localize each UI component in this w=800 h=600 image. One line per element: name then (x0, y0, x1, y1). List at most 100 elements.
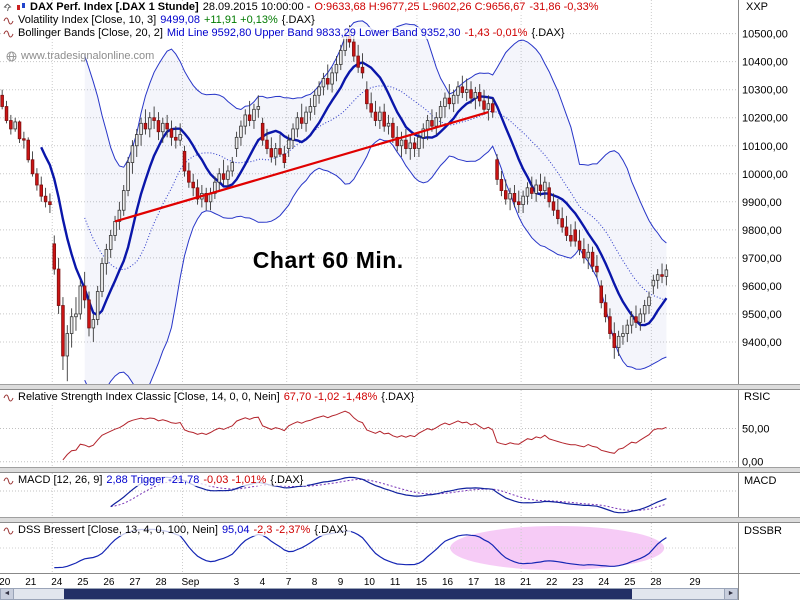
svg-text:10: 10 (364, 577, 376, 588)
instrument-title: DAX Perf. Index [.DAX 1 Stunde] (30, 1, 199, 13)
svg-text:11: 11 (390, 577, 401, 588)
quote-ohlc: O:9633,68 H:9677,25 L:9602,26 C:9656,67 (314, 1, 526, 13)
svg-text:9600,00: 9600,00 (742, 281, 782, 293)
wave-icon (3, 393, 14, 402)
svg-text:21: 21 (520, 577, 532, 588)
indicator-name: DSS Bressert [Close, 13, 4, 0, 100, Nein… (18, 524, 218, 536)
svg-text:25: 25 (77, 577, 89, 588)
svg-text:8: 8 (312, 577, 318, 588)
indicator-symbol: {.DAX} (381, 391, 415, 403)
pin-icon[interactable] (3, 3, 12, 12)
watermark: www.tradesignalonline.com (6, 50, 154, 62)
indicator-value: 9499,08 (160, 14, 200, 26)
svg-text:27: 27 (129, 577, 141, 588)
svg-text:22: 22 (546, 577, 558, 588)
indicator-change: -0,03 -1,01% (203, 474, 267, 486)
scrollbar-thumb[interactable] (63, 589, 632, 599)
indicator-value: Mid Line 9592,80 Upper Band 9833,29 Lowe… (166, 27, 461, 39)
indicator-symbol: {.DAX} (531, 27, 565, 39)
dss-panel[interactable]: DSS Bressert [Close, 13, 4, 0, 100, Nein… (0, 523, 738, 573)
rsi-panel[interactable]: Relative Strength Index Classic [Close, … (0, 390, 738, 467)
price-panel[interactable]: DAX Perf. Index [.DAX 1 Stunde] 28.09.20… (0, 0, 738, 384)
svg-text:0,00: 0,00 (742, 457, 763, 469)
svg-text:16: 16 (442, 577, 454, 588)
svg-text:9900,00: 9900,00 (742, 197, 782, 209)
indicator-symbol: {.DAX} (314, 524, 348, 536)
scroll-right-button[interactable]: ► (724, 589, 737, 599)
indicator-value: 95,04 (221, 524, 250, 536)
price-chart-canvas[interactable] (0, 0, 738, 384)
svg-text:25: 25 (624, 577, 636, 588)
wave-icon (3, 476, 14, 485)
svg-text:4: 4 (260, 577, 266, 588)
panel-splitter[interactable] (0, 384, 800, 390)
svg-text:9: 9 (338, 577, 344, 588)
indicator-change: +11,91 +0,13% (203, 14, 278, 26)
indicator-symbol: {.DAX} (281, 14, 315, 26)
scrollbar-track[interactable] (14, 589, 724, 599)
indicator-change: 67,70 -1,02 -1,48% (283, 391, 378, 403)
wave-icon (3, 16, 14, 25)
panel-splitter[interactable] (0, 517, 800, 523)
svg-text:10400,00: 10400,00 (742, 57, 788, 69)
svg-text:9800,00: 9800,00 (742, 225, 782, 237)
indicator-value: 2,88 Trigger -21,78 (106, 474, 200, 486)
watermark-text: www.tradesignalonline.com (21, 50, 155, 62)
indicator-symbol: {.DAX} (270, 474, 304, 486)
svg-text:24: 24 (51, 577, 63, 588)
indicator-name: Relative Strength Index Classic [Close, … (18, 391, 280, 403)
svg-text:28: 28 (650, 577, 662, 588)
macd-panel[interactable]: MACD [12, 26, 9] 2,88 Trigger -21,78 -0,… (0, 473, 738, 517)
svg-text:29: 29 (689, 577, 701, 588)
svg-text:21: 21 (25, 577, 37, 588)
svg-text:Sep: Sep (182, 577, 200, 588)
svg-text:9400,00: 9400,00 (742, 337, 782, 349)
svg-text:9700,00: 9700,00 (742, 253, 782, 265)
svg-text:24: 24 (598, 577, 610, 588)
panel-splitter[interactable] (0, 467, 800, 473)
globe-icon (6, 51, 17, 62)
svg-text:23: 23 (572, 577, 584, 588)
svg-text:10500,00: 10500,00 (742, 29, 788, 41)
svg-text:MACD: MACD (744, 475, 776, 487)
value-axis-labels: XXP 10500,00 10400,00 10300,00 10200,00 10100… (738, 0, 800, 600)
svg-text:7: 7 (286, 577, 292, 588)
rsi-header: Relative Strength Index Classic [Close, … (3, 391, 419, 403)
wave-icon (3, 29, 14, 38)
svg-text:20: 20 (0, 577, 11, 588)
candlestick-chart-icon (16, 2, 26, 12)
svg-text:18: 18 (494, 577, 506, 588)
svg-text:17: 17 (468, 577, 480, 588)
svg-text:10100,00: 10100,00 (742, 141, 788, 153)
time-axis[interactable]: 20 21 24 25 26 27 28 Sep 3 4 7 8 9 10 11 15 16 17 18 21 22 23… (0, 573, 738, 588)
svg-text:10000,00: 10000,00 (742, 169, 788, 181)
wave-icon (3, 526, 14, 535)
macd-header: MACD [12, 26, 9] 2,88 Trigger -21,78 -0,… (3, 474, 308, 486)
indicator-name: Bollinger Bands [Close, 20, 2] (18, 27, 163, 39)
dss-header: DSS Bressert [Close, 13, 4, 0, 100, Nein… (3, 524, 352, 536)
price-panel-header: DAX Perf. Index [.DAX 1 Stunde] 28.09.20… (3, 1, 603, 13)
svg-text:10300,00: 10300,00 (742, 85, 788, 97)
svg-text:10200,00: 10200,00 (742, 113, 788, 125)
macd-chart-canvas[interactable] (0, 473, 738, 517)
svg-text:DSSBR: DSSBR (744, 525, 782, 537)
svg-text:50,00: 50,00 (742, 424, 770, 436)
svg-text:RSIC: RSIC (744, 391, 770, 403)
quote-change: -31,86 -0,33% (529, 1, 599, 13)
svg-text:3: 3 (234, 577, 240, 588)
indicator-change: -2,3 -2,37% (253, 524, 311, 536)
svg-text:9500,00: 9500,00 (742, 309, 782, 321)
horizontal-scrollbar[interactable]: ◄ ► (0, 588, 738, 600)
bollinger-header: Bollinger Bands [Close, 20, 2] Mid Line … (3, 27, 569, 39)
bar-timestamp: 28.09.2015 10:00:00 - (202, 1, 311, 13)
volatility-index-header: Volatility Index [Close, 10, 3] 9499,08 … (3, 14, 319, 26)
svg-text:26: 26 (103, 577, 115, 588)
svg-text:15: 15 (416, 577, 428, 588)
indicator-change: -1,43 -0,01% (464, 27, 528, 39)
scroll-left-button[interactable]: ◄ (1, 589, 14, 599)
indicator-name: MACD [12, 26, 9] (18, 474, 103, 486)
chart-annotation[interactable]: Chart 60 Min. (252, 246, 404, 273)
value-axis-column[interactable]: XXP 10500,00 10400,00 10300,00 10200,00 10100… (738, 0, 800, 600)
indicator-name: Volatility Index [Close, 10, 3] (18, 14, 157, 26)
